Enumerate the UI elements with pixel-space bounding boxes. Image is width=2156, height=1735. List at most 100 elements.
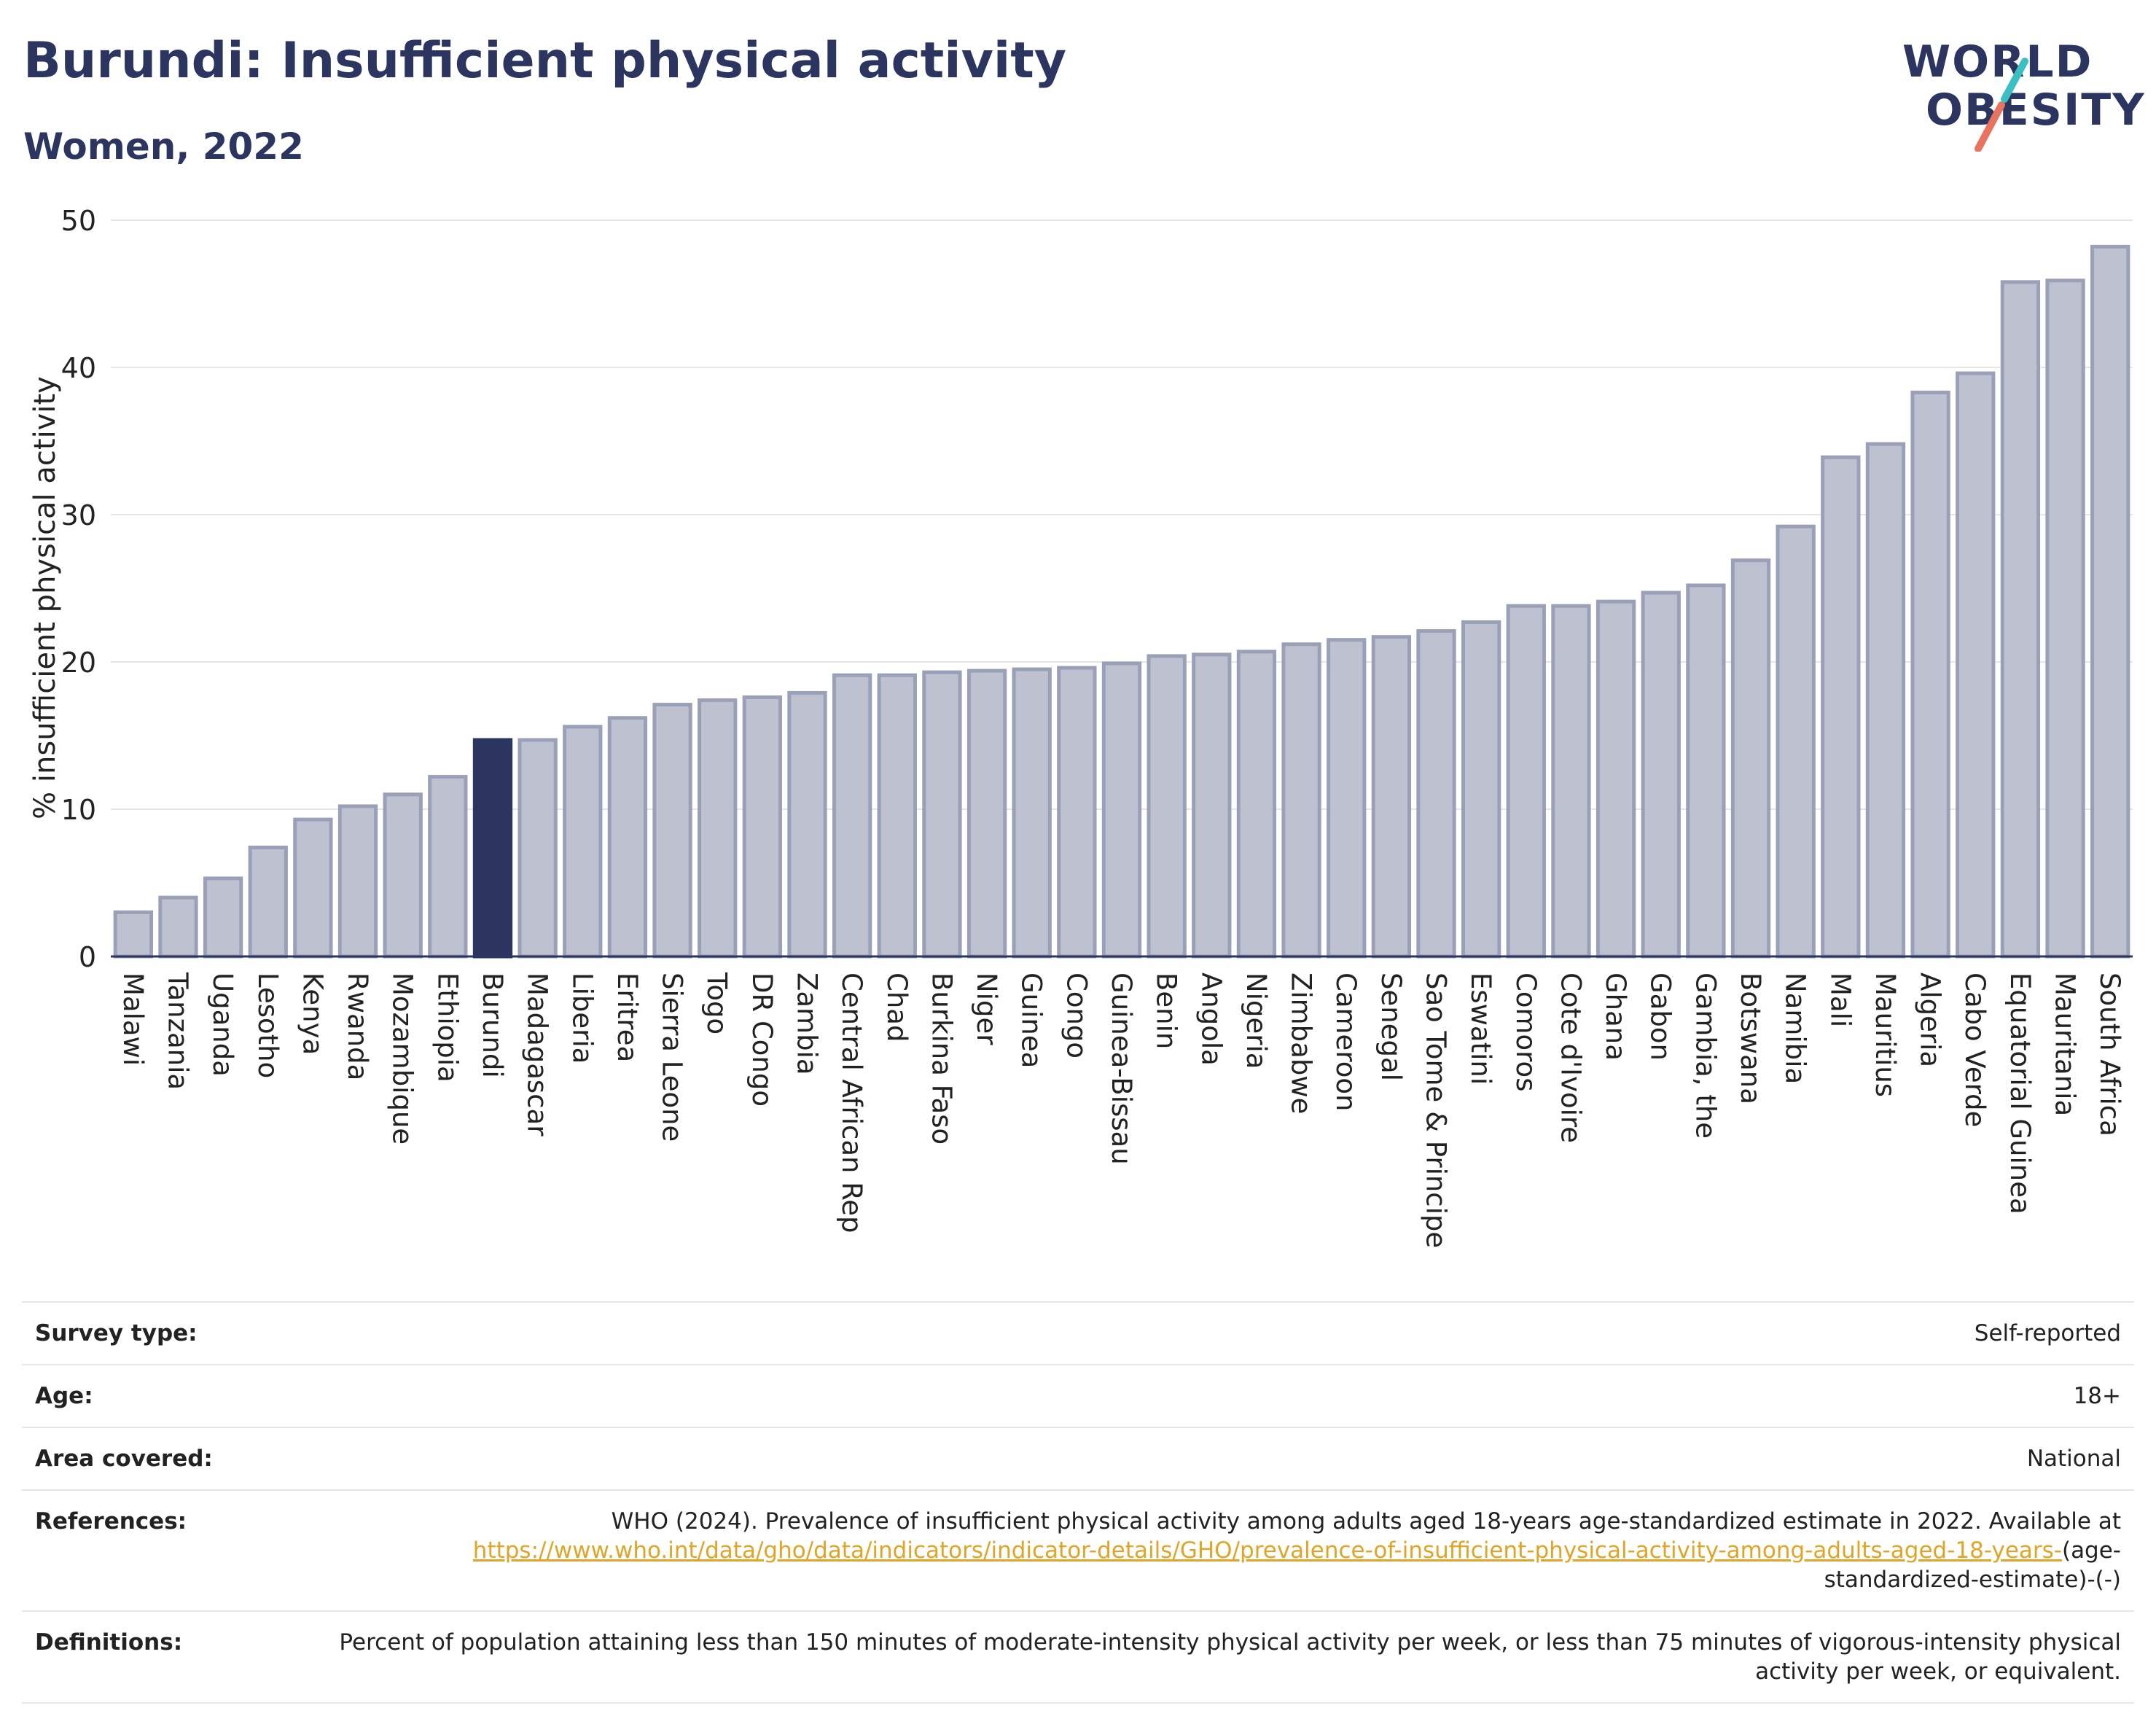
bar [2090,244,2130,959]
x-tick-label: Togo [701,972,733,1034]
bar [1730,558,1771,959]
bar [2045,278,2085,959]
logo-line-2: OBESITY [1926,85,2146,136]
x-tick-label: Guinea-Bissau [1106,972,1137,1165]
x-tick-label: Mauritius [1870,972,1901,1097]
y-tick-label: 20 [61,647,96,679]
references-link[interactable]: https://www.who.int/data/gho/data/indica… [472,1537,2062,1564]
bar [1595,599,1636,959]
meta-row-references: References: WHO (2024). Prevalence of in… [22,1489,2134,1611]
bar [607,716,648,959]
x-tick-label: Namibia [1780,972,1811,1084]
age-label: Age: [22,1364,325,1427]
bar [1461,620,1501,959]
age-value: 18+ [325,1364,2134,1427]
x-tick-label: Botswana [1735,972,1766,1104]
x-tick-label: Sao Tome & Principe [1421,972,1452,1248]
bar [1910,390,1950,959]
x-tick-label: Sierra Leone [657,972,688,1142]
bar [1865,442,1906,959]
bar [1551,604,1591,959]
x-tick-label: Central African Rep [836,972,867,1233]
survey-type-label: Survey type: [22,1301,325,1365]
x-tick-label: Madagascar [522,972,553,1136]
bar [1776,524,1816,959]
meta-row-definitions: Definitions: Percent of population attai… [22,1610,2134,1704]
world-obesity-logo: WORLD OBESITY [1902,20,2146,152]
x-tick-label: Cameroon [1330,972,1362,1111]
x-tick-label: Cote d'Ivoire [1555,972,1586,1143]
bar-highlight [472,738,513,959]
bar [203,876,243,959]
x-tick-label: Uganda [207,972,238,1077]
bar [1956,371,1996,959]
metadata-table: Survey type: Self-reported Age: 18+ Area… [22,1301,2134,1704]
bar [922,670,962,959]
x-tick-label: Angola [1195,972,1227,1066]
y-tick-label: 50 [61,205,96,237]
x-tick-label: Mauritania [2050,972,2081,1116]
bar [1506,604,1546,959]
survey-type-value: Self-reported [325,1301,2134,1365]
x-tick-label: Eswatini [1465,972,1496,1085]
bar [1821,455,1861,959]
x-tick-label: Eritrea [612,972,643,1062]
logo-line-1: WORLD [1902,36,2093,87]
bar [1012,667,1052,959]
y-tick-label: 30 [61,499,96,531]
bar [293,817,333,959]
x-tick-label: Gambia, the [1690,972,1721,1139]
bar [1057,666,1097,959]
x-tick-label: Niger [971,972,1002,1045]
x-tick-label: Guinea [1016,972,1047,1068]
x-tick-label: Malawi [117,972,149,1066]
x-tick-label: Kenya [297,972,328,1055]
x-tick-label: Chad [881,972,913,1042]
x-tick-label: Burundi [477,972,508,1078]
x-tick-label: Burkina Faso [926,972,957,1145]
x-tick-label: Mali [1824,972,1856,1027]
bar [1327,638,1367,959]
bar [1641,590,1681,959]
x-tick-label: Gabon [1645,972,1676,1061]
area-value: National [325,1427,2134,1490]
bar [383,792,423,959]
page-title: Burundi: Insufficient physical activity [23,32,1067,90]
bar [652,703,692,959]
definitions-label: Definitions: [22,1610,325,1704]
bar [1281,642,1321,959]
meta-row-survey: Survey type: Self-reported [22,1301,2134,1365]
x-tick-label: Liberia [566,972,598,1064]
x-tick-label: Ethiopia [431,972,463,1083]
x-tick-label: Comoros [1510,972,1542,1091]
bar-chart: 0 10 20 30 40 50 Malawi Tanzania Uganda Lesotho Ke… [61,205,2133,1248]
bar [113,910,153,959]
x-tick-label: Equatorial Guinea [2004,972,2036,1214]
x-tick-label: Zambia [791,972,822,1075]
bar [2000,280,2041,959]
x-tick-label: Tanzania [162,972,193,1090]
x-tick-label: South Africa [2094,972,2125,1136]
bar [248,846,288,959]
bar [1236,650,1277,959]
references-value: WHO (2024). Prevalence of insufficient p… [325,1489,2134,1611]
bar [1147,654,1187,959]
bar [877,673,917,959]
bar [563,725,603,959]
y-tick-label: 40 [61,352,96,384]
references-label: References: [22,1489,325,1611]
x-tick-label: Cabo Verde [1959,972,1991,1127]
bar [966,668,1007,959]
x-tick-label: DR Congo [746,972,778,1107]
references-tail: (age-standardized-estimate)-(-) [1824,1537,2121,1593]
bar [428,775,468,959]
area-label: Area covered: [22,1427,325,1490]
x-tick-label: Lesotho [252,972,284,1078]
bar [1416,629,1456,959]
bar [337,804,378,959]
x-tick-label: Rwanda [342,972,373,1080]
bar [158,895,198,959]
references-text: WHO (2024). Prevalence of insufficient p… [611,1508,2121,1535]
bar [832,673,872,959]
bar [517,738,558,959]
